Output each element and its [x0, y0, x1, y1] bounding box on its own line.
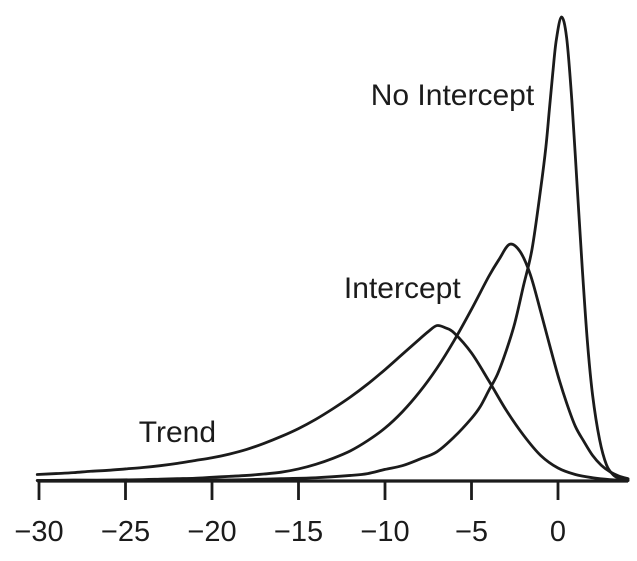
- x-axis-tick-label-0: 0: [550, 516, 566, 548]
- x-axis-tick-label--10: −10: [360, 516, 409, 548]
- x-axis-tick-label--5: −5: [455, 516, 488, 548]
- curve-intercept: [35, 242, 630, 482]
- curve-no-intercept: [35, 15, 630, 482]
- curve-label-intercept: Intercept: [344, 272, 461, 305]
- x-axis-tick-label--20: −20: [187, 516, 236, 548]
- curve-label-trend: Trend: [139, 416, 216, 449]
- x-axis-tick-label--25: −25: [101, 516, 150, 548]
- curve-label-no-intercept: No Intercept: [371, 79, 535, 112]
- x-axis-tick-label--30: −30: [14, 516, 63, 548]
- x-axis-tick-label--15: −15: [274, 516, 323, 548]
- curve-trend: [35, 324, 630, 482]
